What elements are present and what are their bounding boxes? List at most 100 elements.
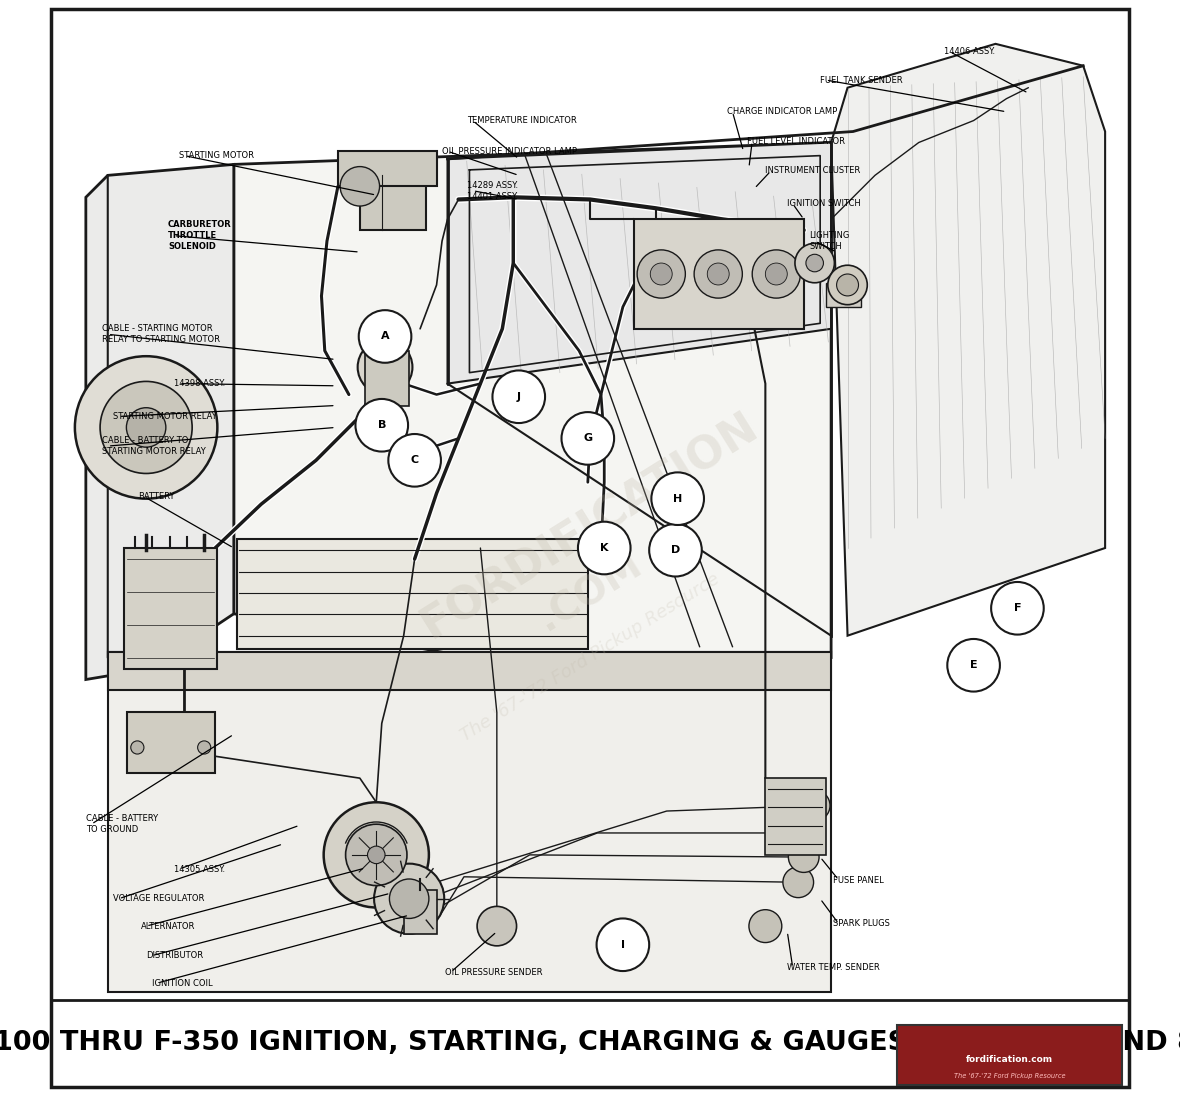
Circle shape bbox=[389, 879, 428, 918]
Bar bbox=[124, 548, 217, 669]
Circle shape bbox=[749, 910, 782, 943]
Circle shape bbox=[374, 864, 444, 934]
Text: 14398 ASSY.: 14398 ASSY. bbox=[173, 379, 224, 388]
Circle shape bbox=[346, 824, 407, 886]
Bar bbox=[237, 539, 588, 649]
Circle shape bbox=[651, 472, 704, 525]
Circle shape bbox=[650, 263, 673, 285]
Text: ALTERNATOR: ALTERNATOR bbox=[140, 922, 195, 931]
Circle shape bbox=[948, 639, 999, 692]
Circle shape bbox=[358, 340, 413, 395]
Text: DISTRIBUTOR: DISTRIBUTOR bbox=[146, 951, 203, 960]
Circle shape bbox=[131, 741, 144, 754]
Text: OIL PRESSURE SENDER: OIL PRESSURE SENDER bbox=[445, 968, 543, 977]
Circle shape bbox=[649, 524, 702, 576]
Circle shape bbox=[578, 522, 630, 574]
Text: C: C bbox=[411, 455, 419, 466]
Bar bbox=[897, 1025, 1121, 1085]
Circle shape bbox=[197, 741, 211, 754]
Circle shape bbox=[794, 818, 825, 848]
Circle shape bbox=[126, 408, 166, 447]
Circle shape bbox=[367, 846, 385, 864]
Text: B: B bbox=[378, 420, 386, 431]
Text: F-100 THRU F-350 IGNITION, STARTING, CHARGING & GAUGES MODELS 81 AND 85: F-100 THRU F-350 IGNITION, STARTING, CHA… bbox=[0, 1030, 1180, 1057]
Circle shape bbox=[782, 867, 813, 898]
Text: J: J bbox=[517, 391, 520, 402]
Text: F: F bbox=[1014, 603, 1021, 614]
Text: VOLTAGE REGULATOR: VOLTAGE REGULATOR bbox=[113, 894, 204, 903]
Circle shape bbox=[355, 399, 408, 452]
Text: OIL PRESSURE INDICATOR LAMP: OIL PRESSURE INDICATOR LAMP bbox=[442, 147, 577, 156]
Text: STARTING MOTOR: STARTING MOTOR bbox=[179, 151, 254, 160]
Circle shape bbox=[388, 434, 441, 487]
Circle shape bbox=[707, 263, 729, 285]
Text: D: D bbox=[671, 545, 680, 556]
Text: .COM: .COM bbox=[531, 545, 649, 639]
Circle shape bbox=[74, 356, 217, 499]
Bar bbox=[366, 351, 409, 406]
Text: 14305 ASSY.: 14305 ASSY. bbox=[173, 865, 224, 874]
Circle shape bbox=[795, 243, 834, 283]
Circle shape bbox=[562, 412, 614, 465]
Text: BATTERY: BATTERY bbox=[138, 492, 175, 501]
Text: TEMPERATURE INDICATOR: TEMPERATURE INDICATOR bbox=[467, 116, 577, 125]
Circle shape bbox=[837, 274, 859, 296]
Circle shape bbox=[991, 582, 1044, 635]
Text: SPARK PLUGS: SPARK PLUGS bbox=[833, 920, 890, 928]
Text: FUEL TANK SENDER: FUEL TANK SENDER bbox=[820, 76, 903, 84]
Circle shape bbox=[806, 254, 824, 272]
Polygon shape bbox=[86, 164, 234, 680]
Text: fordification.com: fordification.com bbox=[966, 1055, 1054, 1064]
Text: INSTRUMENT CLUSTER: INSTRUMENT CLUSTER bbox=[766, 167, 860, 175]
Polygon shape bbox=[234, 142, 831, 680]
Text: 14289 ASSY.
14401 ASSY.: 14289 ASSY. 14401 ASSY. bbox=[467, 181, 518, 201]
Text: IGNITION SWITCH: IGNITION SWITCH bbox=[787, 199, 861, 208]
Circle shape bbox=[637, 250, 686, 298]
Text: The '67-'72 Ford Pickup Resource: The '67-'72 Ford Pickup Resource bbox=[458, 570, 722, 745]
Circle shape bbox=[359, 310, 412, 363]
Bar bbox=[337, 151, 437, 186]
Text: The '67-'72 Ford Pickup Resource: The '67-'72 Ford Pickup Resource bbox=[953, 1073, 1066, 1080]
Polygon shape bbox=[447, 142, 831, 384]
Text: G: G bbox=[583, 433, 592, 444]
Text: WATER TEMP. SENDER: WATER TEMP. SENDER bbox=[787, 963, 880, 972]
Text: CARBURETOR
THROTTLE
SOLENOID: CARBURETOR THROTTLE SOLENOID bbox=[168, 220, 231, 251]
Circle shape bbox=[799, 790, 830, 821]
Text: A: A bbox=[381, 331, 389, 342]
Circle shape bbox=[323, 802, 428, 907]
Text: FUEL LEVEL INDICATOR: FUEL LEVEL INDICATOR bbox=[747, 137, 845, 146]
Circle shape bbox=[477, 906, 517, 946]
Bar bbox=[634, 219, 804, 329]
Bar bbox=[107, 652, 831, 992]
Text: CHARGE INDICATOR LAMP: CHARGE INDICATOR LAMP bbox=[727, 107, 838, 116]
Bar bbox=[766, 778, 826, 855]
Text: K: K bbox=[599, 543, 609, 553]
Bar bbox=[107, 652, 831, 690]
Text: 14406 ASSY.: 14406 ASSY. bbox=[944, 47, 995, 56]
Bar bbox=[360, 175, 426, 230]
Circle shape bbox=[752, 250, 800, 298]
Circle shape bbox=[100, 381, 192, 473]
Text: FUSE PANEL: FUSE PANEL bbox=[833, 876, 884, 884]
Text: CABLE - BATTERY
TO GROUND: CABLE - BATTERY TO GROUND bbox=[86, 814, 158, 834]
Bar bbox=[826, 283, 860, 307]
Circle shape bbox=[788, 842, 819, 872]
Text: CABLE - STARTING MOTOR
RELAY TO STARTING MOTOR: CABLE - STARTING MOTOR RELAY TO STARTING… bbox=[103, 324, 221, 344]
Text: STARTING MOTOR RELAY: STARTING MOTOR RELAY bbox=[113, 412, 217, 421]
Circle shape bbox=[492, 370, 545, 423]
Bar bbox=[404, 890, 437, 934]
Bar bbox=[127, 712, 215, 773]
Circle shape bbox=[766, 263, 787, 285]
Text: E: E bbox=[970, 660, 977, 671]
Text: IGNITION COIL: IGNITION COIL bbox=[151, 979, 212, 987]
Text: LIGHTING
SWITCH: LIGHTING SWITCH bbox=[809, 231, 850, 251]
Circle shape bbox=[694, 250, 742, 298]
Text: I: I bbox=[621, 939, 625, 950]
Circle shape bbox=[828, 265, 867, 305]
Circle shape bbox=[597, 918, 649, 971]
Text: H: H bbox=[673, 493, 682, 504]
Text: FORDIFICATION: FORDIFICATION bbox=[414, 404, 766, 648]
Text: CABLE - BATTERY TO
STARTING MOTOR RELAY: CABLE - BATTERY TO STARTING MOTOR RELAY bbox=[103, 436, 206, 456]
Polygon shape bbox=[831, 44, 1106, 636]
Circle shape bbox=[340, 167, 380, 206]
